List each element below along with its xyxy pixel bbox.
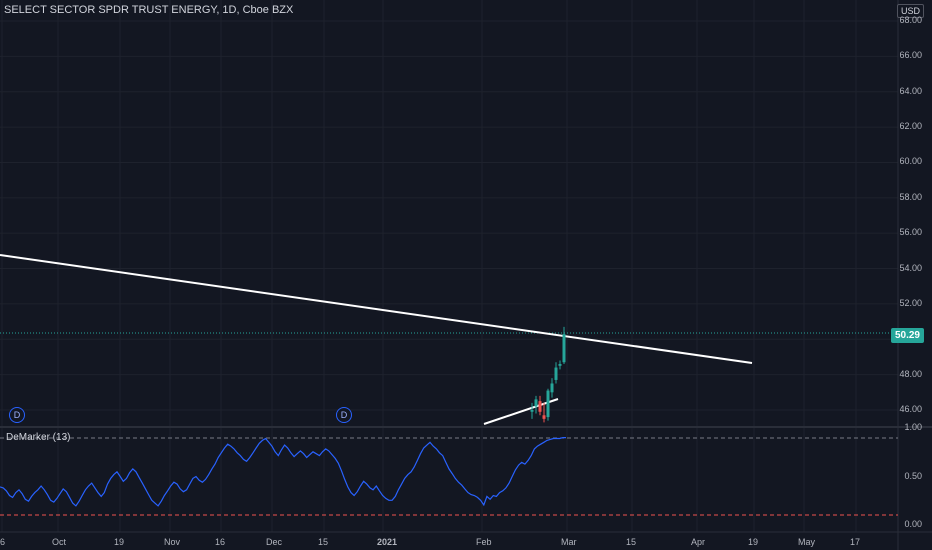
- price-tick: 48.00: [899, 368, 922, 379]
- price-tick: 60.00: [899, 156, 922, 167]
- candle-body[interactable]: [550, 383, 554, 393]
- price-tick: 66.00: [899, 50, 922, 61]
- price-tick: 56.00: [899, 227, 922, 238]
- time-tick: 17: [850, 537, 861, 547]
- candle-body[interactable]: [534, 399, 538, 407]
- time-tick: Apr: [691, 537, 706, 547]
- time-tick: 16: [215, 537, 226, 547]
- symbol-title[interactable]: SELECT SECTOR SPDR TRUST ENERGY, 1D, Cbo…: [4, 4, 294, 16]
- last-price-label: 50.29: [890, 328, 924, 343]
- demarker-line[interactable]: [0, 437, 566, 507]
- candles-group[interactable]: [530, 326, 566, 423]
- time-tick: Oct: [52, 537, 67, 547]
- candle-body[interactable]: [530, 410, 534, 412]
- long-trendline[interactable]: [0, 254, 753, 364]
- price-tick: 54.00: [899, 262, 922, 273]
- candle-body[interactable]: [538, 401, 542, 412]
- candle-body[interactable]: [558, 364, 562, 366]
- demarker-label[interactable]: DeMarker (13): [6, 432, 71, 443]
- candle-body[interactable]: [554, 367, 558, 380]
- price-tick: 68.00: [899, 15, 922, 25]
- time-tick: 19: [748, 537, 759, 547]
- price-tick: 52.00: [899, 297, 922, 308]
- time-tick: Nov: [164, 537, 181, 547]
- dividend-badge[interactable]: D: [336, 407, 352, 423]
- time-tick: Dec: [266, 537, 283, 547]
- time-tick: Feb: [476, 537, 492, 547]
- time-tick: May: [798, 537, 816, 547]
- candle-body[interactable]: [562, 334, 566, 363]
- time-tick: 15: [318, 537, 329, 547]
- currency-badge[interactable]: USD: [896, 4, 924, 18]
- price-tick: 64.00: [899, 85, 922, 96]
- dividend-badge[interactable]: D: [9, 407, 25, 423]
- candle-body[interactable]: [542, 415, 546, 419]
- demarker-tick-0: 0.00: [904, 519, 922, 529]
- demarker-tick-050: 0.50: [904, 471, 922, 481]
- candle-body[interactable]: [546, 390, 550, 418]
- time-tick: 2021: [377, 537, 398, 547]
- time-tick: 15: [626, 537, 637, 547]
- short-trendline[interactable]: [483, 398, 559, 425]
- price-tick: 46.00: [899, 404, 922, 414]
- demarker-tick-1: 1.00: [904, 422, 922, 432]
- price-tick: 62.00: [899, 121, 922, 132]
- price-tick: 58.00: [899, 191, 922, 202]
- time-tick: 6: [0, 537, 6, 547]
- time-tick: 19: [114, 537, 125, 547]
- time-tick: Mar: [561, 537, 577, 547]
- price-axis-gridlines: [0, 20, 898, 411]
- price-grid: [1, 0, 857, 532]
